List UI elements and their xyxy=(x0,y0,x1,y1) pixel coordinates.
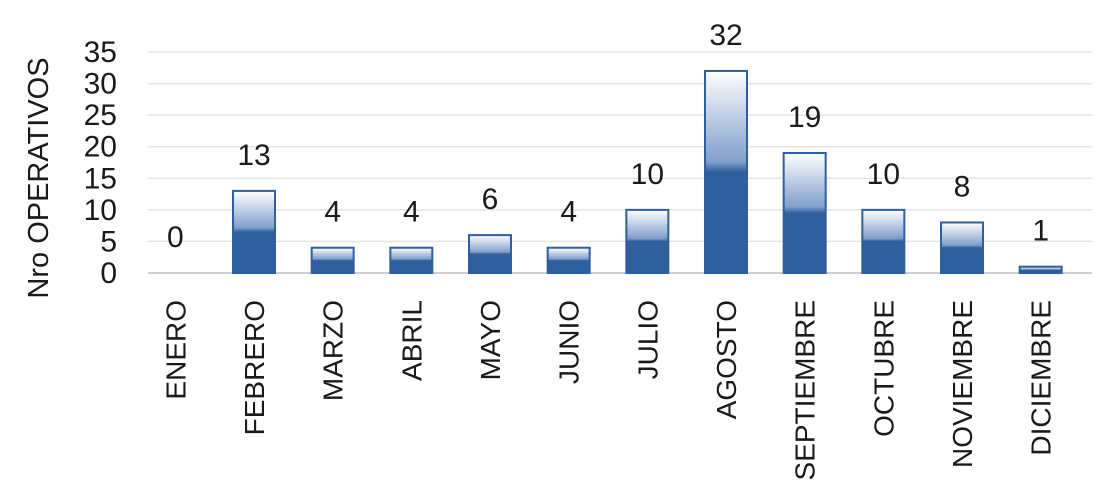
bar-abril xyxy=(389,246,434,275)
data-label-marzo: 4 xyxy=(324,196,341,229)
data-label-abril: 4 xyxy=(403,196,420,229)
data-label-diciembre: 1 xyxy=(1032,215,1049,248)
y-tick-label: 30 xyxy=(84,68,117,101)
data-label-julio: 10 xyxy=(631,158,664,191)
bar-diciembre xyxy=(1018,265,1063,274)
y-tick-label: 35 xyxy=(84,36,117,69)
bar-septiembre xyxy=(782,152,827,274)
x-tick-label-marzo: MARZO xyxy=(318,300,349,401)
x-tick-label-mayo: MAYO xyxy=(475,300,506,380)
data-label-agosto: 32 xyxy=(709,19,742,52)
y-tick-label: 20 xyxy=(84,131,117,164)
bar-febrero xyxy=(232,189,276,275)
x-tick-label-noviembre: NOVIEMBRE xyxy=(947,300,978,468)
y-tick-label: 10 xyxy=(84,194,117,227)
data-label-noviembre: 8 xyxy=(954,170,971,203)
x-tick-label-julio: JULIO xyxy=(632,300,663,379)
y-tick-label: 5 xyxy=(100,225,117,258)
data-label-octubre: 10 xyxy=(867,158,900,191)
data-label-septiembre: 19 xyxy=(788,101,821,134)
x-axis-categories: ENERO FEBRERO MARZO ABRIL MAYO JUNIO JULIO AGOS… xyxy=(160,300,1056,480)
x-tick-label-septiembre: SEPTIEMBRE xyxy=(790,300,821,480)
data-labels: 0 13 4 4 6 4 10 32 19 10 8 1 xyxy=(167,19,1049,254)
x-tick-label-agosto: AGOSTO xyxy=(711,300,742,419)
x-tick-label-octubre: OCTUBRE xyxy=(868,300,899,437)
bar-octubre xyxy=(861,208,906,275)
bar-agosto xyxy=(704,69,748,274)
bar-mayo xyxy=(468,234,512,275)
gridlines xyxy=(148,51,1092,274)
bars xyxy=(232,69,1063,275)
x-tick-label-enero: ENERO xyxy=(160,300,191,400)
y-tick-label: 15 xyxy=(84,162,117,195)
data-label-junio: 4 xyxy=(560,196,577,229)
data-label-enero: 0 xyxy=(167,221,184,254)
bar-marzo xyxy=(310,246,355,275)
bar-noviembre xyxy=(940,221,984,275)
data-label-mayo: 6 xyxy=(482,183,499,216)
x-tick-label-abril: ABRIL xyxy=(396,300,427,381)
bar-julio xyxy=(625,208,670,275)
y-axis-label: Nro OPERATIVOS xyxy=(23,57,55,298)
y-tick-label: 25 xyxy=(84,99,117,132)
x-tick-label-diciembre: DICIEMBRE xyxy=(1026,300,1057,456)
x-tick-label-febrero: FEBRERO xyxy=(239,300,270,435)
y-tick-label: 0 xyxy=(100,257,117,290)
bar-junio xyxy=(546,246,591,275)
data-label-febrero: 13 xyxy=(237,139,270,172)
x-tick-label-junio: JUNIO xyxy=(554,300,585,384)
